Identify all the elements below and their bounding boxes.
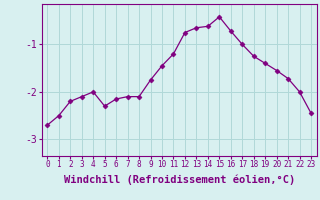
X-axis label: Windchill (Refroidissement éolien,°C): Windchill (Refroidissement éolien,°C) [64,175,295,185]
